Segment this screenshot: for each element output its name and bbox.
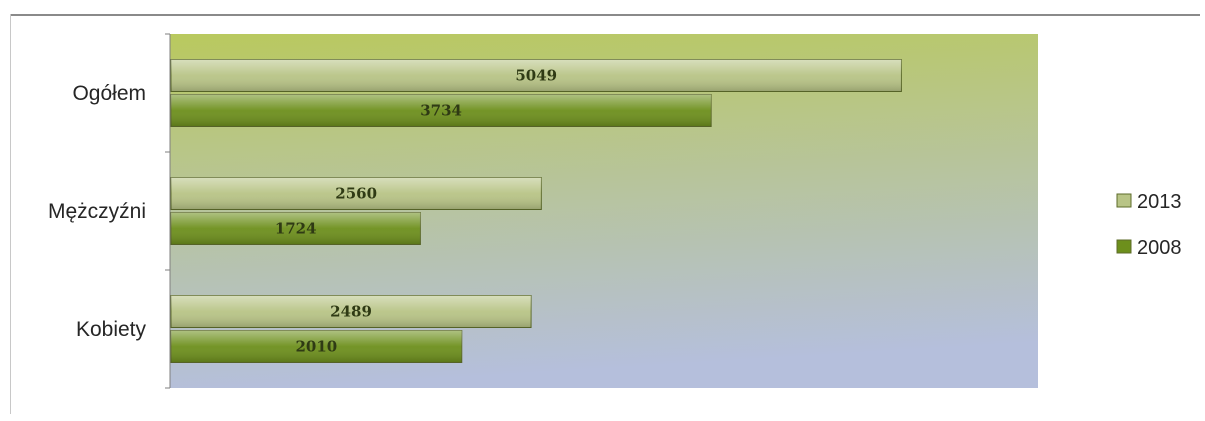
bar-shading <box>171 94 712 127</box>
category-label: Ogółem <box>72 82 146 105</box>
bar-shading <box>171 330 462 363</box>
frame-left-border <box>10 14 11 414</box>
plot-area <box>170 34 1038 388</box>
data-label: 2560 <box>335 185 377 203</box>
legend-label: 2013 <box>1137 191 1182 213</box>
data-label: 5049 <box>515 67 557 85</box>
bar-shading <box>171 177 542 210</box>
category-label: Kobiety <box>76 318 147 341</box>
data-label: 2010 <box>296 338 338 356</box>
data-label: 1724 <box>275 220 317 238</box>
category-label: Mężczyźni <box>48 200 146 223</box>
legend-swatch-2008 <box>1116 239 1132 254</box>
data-label: 3734 <box>420 102 462 120</box>
bar-shading <box>171 295 532 328</box>
data-label: 2489 <box>330 303 372 321</box>
frame-top-border <box>10 14 1200 16</box>
legend-label: 2008 <box>1137 237 1182 259</box>
bar-shading <box>171 59 902 92</box>
bar-shading <box>171 212 421 245</box>
legend-swatch-2013 <box>1116 193 1132 208</box>
